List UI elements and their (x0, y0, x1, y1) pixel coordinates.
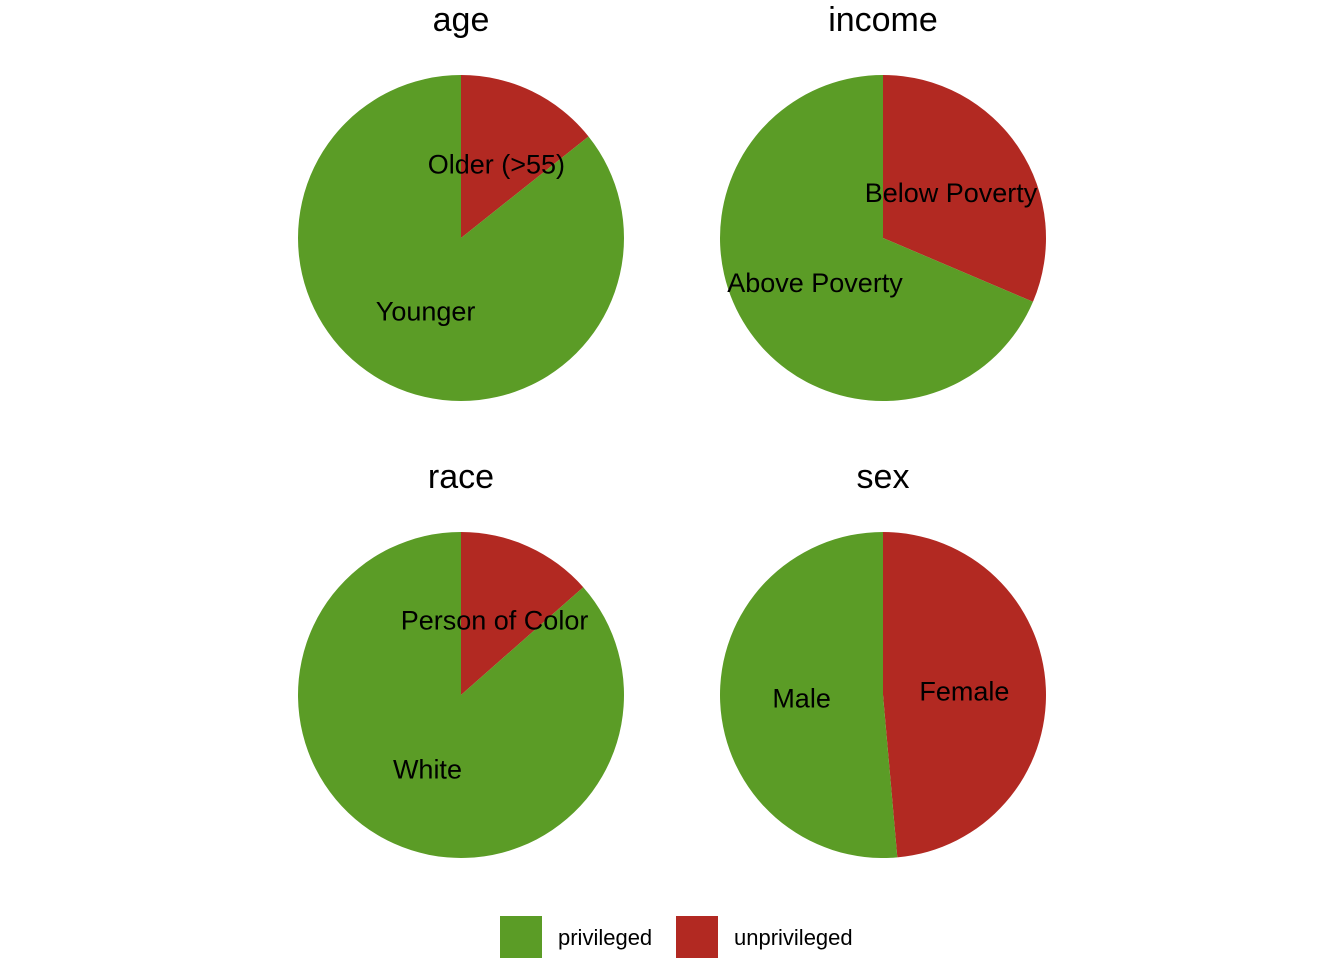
legend-label-unprivileged: unprivileged (734, 925, 853, 950)
pie-panel-race: race Person of Color White (298, 458, 624, 858)
slice-label-white: White (393, 754, 462, 784)
pie-slice-male (719, 532, 898, 859)
slice-label-younger: Younger (376, 296, 476, 326)
pie-slice-female (883, 532, 1046, 858)
legend-label-privileged: privileged (558, 925, 652, 950)
slice-label-above-poverty: Above Poverty (727, 268, 903, 298)
pie-panel-sex: sex Female Male (719, 458, 1046, 859)
panel-title-sex: sex (857, 458, 910, 496)
slice-label-older-55: Older (>55) (428, 150, 565, 180)
slice-label-female: Female (919, 676, 1009, 706)
pie-panel-age: age Older (>55) Younger (297, 1, 624, 401)
pie-slice-person-of-color (461, 532, 584, 695)
pie-slice-below-poverty (883, 75, 1047, 302)
legend-swatch-unprivileged (676, 916, 718, 958)
panel-title-age: age (433, 1, 490, 39)
pie-slice-above-poverty (719, 75, 1033, 401)
pie-slice-younger (297, 75, 624, 401)
slice-label-below-poverty: Below Poverty (865, 178, 1038, 208)
pie-panel-income: income Below Poverty Above Poverty (719, 1, 1047, 401)
panel-title-race: race (428, 458, 494, 496)
panel-title-income: income (828, 1, 938, 39)
pie-slice-white (298, 532, 624, 858)
legend-swatch-privileged (500, 916, 542, 958)
slice-label-person-of-color: Person of Color (401, 606, 589, 636)
legend: privileged unprivileged (500, 916, 853, 958)
slice-label-male: Male (772, 684, 831, 714)
pie-slice-older-55 (461, 75, 589, 238)
